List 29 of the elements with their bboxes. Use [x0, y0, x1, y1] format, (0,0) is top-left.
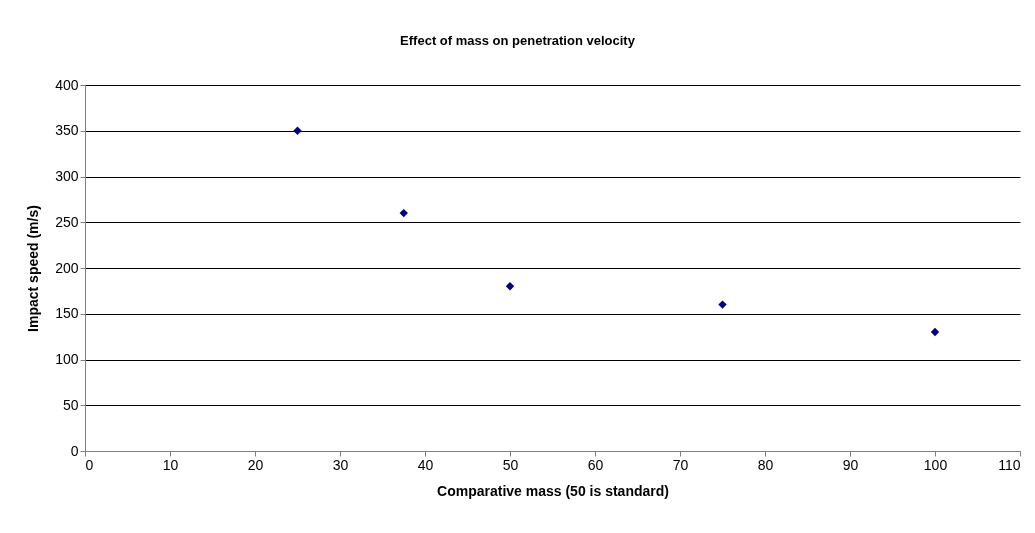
x-tick-label: 90 [842, 456, 859, 473]
point [505, 282, 515, 291]
y-tick-label: 350 [55, 122, 79, 139]
y-tick-label: 100 [55, 351, 79, 367]
y-tick-label: 400 [55, 76, 79, 93]
y-tick-label: 150 [55, 305, 79, 322]
x-tick-label: 40 [417, 456, 434, 473]
point [930, 327, 940, 337]
x-tick-label: 80 [757, 456, 774, 473]
y-tick-label: 250 [55, 213, 79, 230]
point [718, 300, 727, 309]
x-tick-label: 0 [85, 456, 94, 473]
x-tick-label: 50 [502, 456, 519, 473]
x-tick-label: 60 [587, 456, 604, 473]
y-tick-label: 200 [55, 259, 79, 276]
x-tick-label: 10 [162, 456, 179, 473]
x-tick-label: 100 [923, 456, 948, 473]
x-tick-label: 30 [332, 456, 349, 473]
point [293, 126, 302, 135]
y-axis-title: Impact speed (m/s) [25, 205, 42, 332]
x-tick-label: 70 [672, 456, 689, 473]
y-tick-label: 50 [62, 396, 79, 413]
x-tick-label: 20 [247, 456, 264, 473]
chart-title: Effect of mass on penetration velocity [400, 33, 636, 48]
y-tick-label: 0 [70, 442, 79, 459]
point [399, 208, 408, 218]
x-tick-label: 110 [998, 456, 1021, 473]
x-axis-title: Comparative mass (50 is standard) [437, 482, 669, 499]
y-tick-label: 300 [55, 168, 79, 184]
